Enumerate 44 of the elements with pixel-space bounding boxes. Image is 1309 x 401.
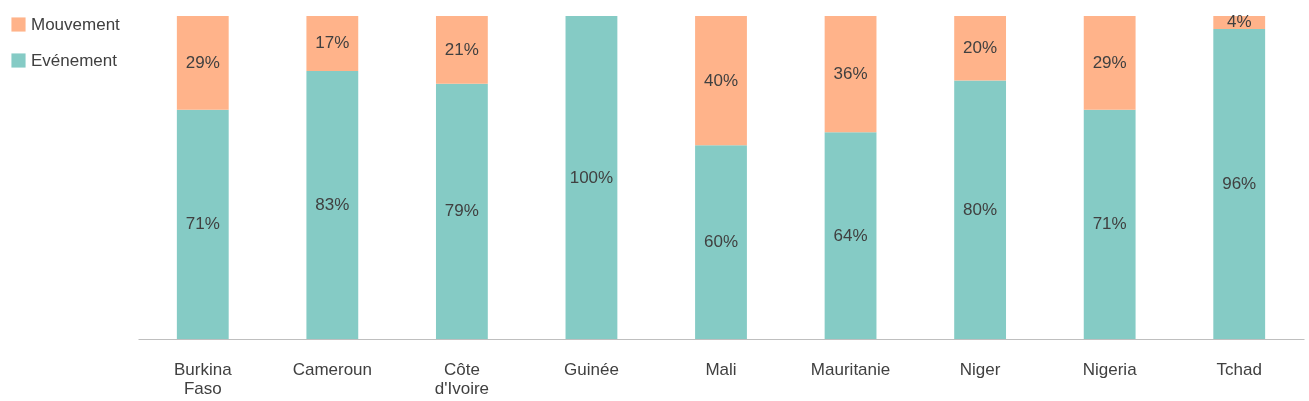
bar <box>176 16 229 110</box>
bar <box>435 83 488 339</box>
bar <box>695 16 747 146</box>
data-label: 80% <box>963 199 998 219</box>
bar <box>954 16 1007 81</box>
data-label: 64% <box>833 225 868 245</box>
data-label: 21% <box>444 39 479 59</box>
x-tick-label: Niger <box>959 359 1001 379</box>
x-tick-label: Cameroun <box>292 359 373 379</box>
x-tick-label: Côte d'Ivoire <box>434 359 490 398</box>
legend-label: Mouvement <box>31 14 121 34</box>
data-label: 83% <box>315 194 350 214</box>
data-label: 100% <box>569 167 614 187</box>
x-tick-label: Mali <box>705 359 737 379</box>
data-label: 29% <box>185 52 220 72</box>
x-tick-label: Tchad <box>1216 359 1262 379</box>
bar <box>1083 16 1136 110</box>
data-label: 20% <box>963 38 998 58</box>
x-tick-label: Mauritanie <box>810 359 891 379</box>
data-label: 4% <box>1226 12 1252 32</box>
bar <box>954 80 1007 339</box>
bar <box>306 16 359 71</box>
data-label: 71% <box>1092 214 1127 234</box>
bar <box>695 145 747 339</box>
data-label: 60% <box>703 232 739 252</box>
bar <box>1213 28 1266 339</box>
bar <box>176 109 229 339</box>
data-label: 40% <box>703 70 739 90</box>
x-tick-label: Guinée <box>564 359 619 379</box>
bar <box>824 16 877 133</box>
data-label: 71% <box>185 214 220 234</box>
bar <box>1083 109 1136 339</box>
bar <box>306 70 359 339</box>
data-label: 79% <box>444 201 479 221</box>
bar <box>824 132 877 339</box>
bar <box>435 16 488 84</box>
data-label: 29% <box>1092 52 1127 72</box>
data-label: 96% <box>1222 173 1257 193</box>
x-tick-label: Burkina Faso <box>173 359 233 398</box>
data-label: 36% <box>833 64 868 84</box>
data-label: 17% <box>315 33 350 53</box>
legend-label: Evénement <box>31 50 118 70</box>
x-tick-label: Nigeria <box>1082 359 1138 379</box>
bar <box>565 16 618 339</box>
